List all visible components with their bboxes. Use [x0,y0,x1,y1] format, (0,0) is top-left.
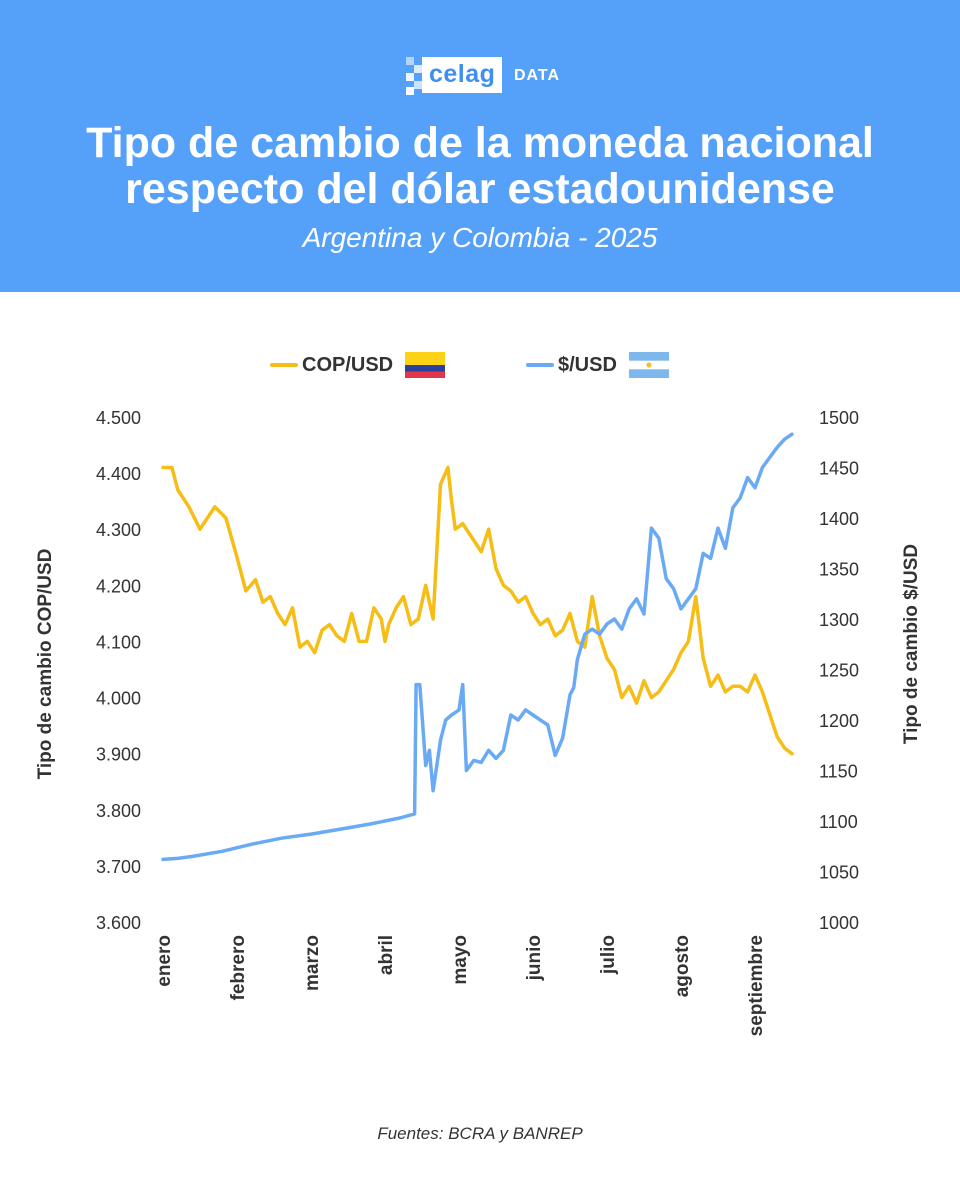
y-right-tick-label: 1500 [819,408,859,428]
y-right-tick-label: 1200 [819,711,859,731]
colombia-flag-icon [405,352,446,378]
legend-label-ars: $/USD [558,353,617,376]
title-line-1: Tipo de cambio de la moneda nacional [86,119,874,167]
page-subtitle: Argentina y Colombia - 2025 [302,222,658,253]
logo-pixel-mark-icon [404,55,440,97]
y-right-tick-label: 1100 [819,812,858,832]
x-month-label: agosto [672,935,693,997]
x-month-label: septiembre [746,935,767,1036]
y-right-tick-label: 1400 [819,509,859,529]
legend-label-cop: COP/USD [302,353,394,376]
argentina-flag-icon [628,352,669,378]
y-right-tick-label: 1150 [819,762,858,782]
page-title: Tipo de cambio de la moneda nacional res… [0,120,960,212]
y-left-tick-label: 4.100 [96,632,141,652]
y-left-tick-label: 4.400 [96,464,141,484]
celag-logo: celag DATA [404,55,564,97]
logo-suffix: DATA [514,67,561,84]
y-left-tick-label: 3.700 [96,857,141,877]
y-left-tick-label: 4.000 [96,689,141,709]
x-month-label: marzo [302,935,323,991]
x-month-label: abril [376,935,397,975]
y-right-tick-label: 1250 [819,661,859,681]
y-right-tick-label: 1450 [819,459,859,479]
series-line-cop [161,465,794,756]
y-right-tick-label: 1050 [819,863,859,883]
title-line-2: respecto del dólar estadounidense [125,165,835,213]
legend-swatch-ars [526,363,554,367]
legend-swatch-cop [270,363,298,367]
legend-item-cop: COP/USD [270,350,446,380]
logo-word: celag [422,57,503,93]
x-month-label: enero [154,935,175,987]
y-right-tick-label: 1000 [819,913,859,933]
y-left-tick-label: 3.600 [96,913,141,933]
x-month-label: junio [524,935,545,981]
legend-item-ars: $/USD [526,350,669,380]
y-right-tick-label: 1350 [819,560,859,580]
header-banner: celag DATA Tipo de cambio de la moneda n… [0,0,960,292]
x-month-label: julio [598,935,619,975]
series-line-ars [161,432,794,862]
x-month-label: febrero [228,935,249,1000]
y-left-tick-label: 4.300 [96,520,141,540]
y-left-tick-label: 4.200 [96,576,141,596]
source-note: Fuentes: BCRA y BANREP [377,1124,583,1143]
y-left-tick-label: 3.900 [96,745,141,765]
y-left-tick-label: 4.500 [96,408,141,428]
y-right-tick-label: 1300 [819,610,859,630]
y-left-tick-label: 3.800 [96,801,141,821]
x-month-label: mayo [450,935,471,985]
